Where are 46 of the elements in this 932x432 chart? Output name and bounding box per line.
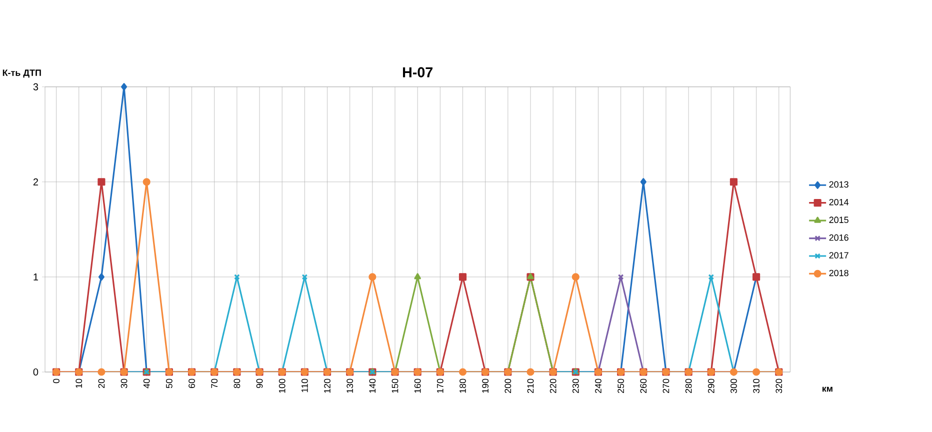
x-tick-label: 270 (662, 378, 670, 394)
x-tick-label: 140 (369, 378, 376, 393)
y-tick-label: 2 (33, 178, 38, 186)
x-tick-label: 280 (685, 378, 692, 394)
x-axis-title: км (822, 386, 832, 392)
x-tick-label: 40 (143, 378, 150, 388)
x-tick-label: 160 (414, 378, 421, 393)
x-tick-label: 90 (256, 378, 263, 388)
x-tick-label: 130 (346, 378, 354, 393)
x-tick-label: 220 (550, 378, 556, 394)
x-tick-label: 60 (188, 378, 195, 388)
x-tick-label: 240 (595, 378, 602, 394)
x-tick-label: 150 (392, 378, 398, 393)
x-tick-label: 170 (436, 378, 444, 393)
x-tick-label: 110 (302, 378, 308, 392)
y-axis-title: К-ть ДТП (2, 70, 41, 78)
legend-label: 2018 (829, 270, 848, 276)
x-tick-label: 260 (640, 378, 647, 394)
legend-label: 2013 (829, 181, 848, 188)
x-tick-label: 20 (98, 378, 105, 388)
y-tick-label: 0 (33, 368, 38, 376)
legend-label: 2017 (829, 252, 848, 258)
x-tick-label: 200 (504, 378, 512, 394)
x-tick-label: 310 (753, 378, 760, 394)
x-tick-label: 190 (482, 378, 489, 393)
x-tick-label: 30 (120, 378, 128, 388)
x-tick-label: 70 (211, 378, 218, 388)
x-tick-label: 210 (527, 378, 534, 394)
x-tick-label: 80 (234, 378, 240, 388)
legend-label: 2014 (829, 198, 849, 206)
x-tick-label: 50 (166, 378, 172, 388)
x-tick-label: 0 (53, 378, 60, 384)
x-tick-label: 10 (76, 378, 82, 388)
x-tick-label: 250 (618, 378, 624, 394)
x-tick-label: 120 (324, 378, 330, 393)
chart-title: Н-07 (402, 67, 432, 78)
legend-label: 2015 (829, 216, 848, 224)
y-tick-label: 3 (33, 83, 38, 90)
y-tick-label: 1 (34, 274, 38, 280)
x-tick-label: 290 (708, 378, 714, 394)
x-tick-label: 300 (730, 378, 737, 394)
x-tick-label: 100 (278, 378, 286, 393)
x-tick-label: 320 (776, 378, 782, 394)
x-tick-label: 230 (572, 378, 579, 394)
legend-label: 2016 (829, 234, 848, 241)
x-tick-label: 180 (460, 378, 466, 393)
